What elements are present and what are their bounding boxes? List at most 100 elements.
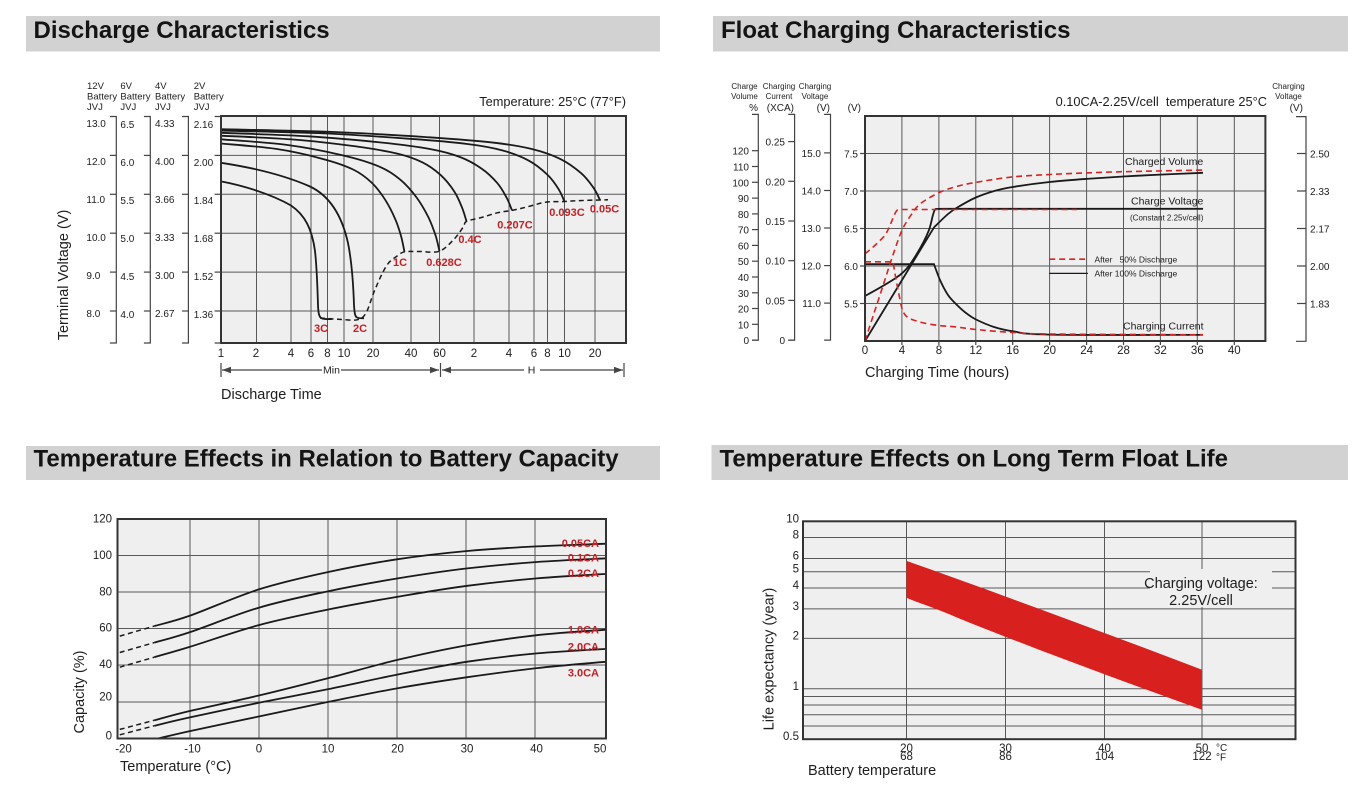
svg-text:1: 1 (218, 348, 224, 360)
svg-text:11.0: 11.0 (802, 299, 821, 310)
svg-text:16: 16 (1006, 345, 1019, 357)
svg-text:5: 5 (793, 564, 799, 576)
svg-text:Volume: Volume (731, 92, 758, 101)
svg-text:20: 20 (391, 744, 404, 756)
svg-text:Life expectancy (year): Life expectancy (year) (762, 588, 778, 731)
svg-text:20: 20 (1043, 345, 1056, 357)
svg-text:3.66: 3.66 (155, 195, 175, 206)
svg-text:Current: Current (766, 92, 793, 101)
svg-text:Temperature Effects on Long Te: Temperature Effects on Long Term Float L… (720, 446, 1229, 473)
svg-text:1.36: 1.36 (194, 310, 214, 321)
svg-text:14.0: 14.0 (802, 187, 822, 198)
svg-text:28: 28 (1117, 345, 1130, 357)
svg-text:3.0CA: 3.0CA (568, 668, 599, 680)
svg-text:7.0: 7.0 (844, 187, 858, 198)
svg-text:60: 60 (99, 623, 112, 635)
svg-text:(V): (V) (817, 103, 830, 114)
svg-text:10: 10 (338, 348, 351, 360)
svg-text:4: 4 (288, 348, 295, 360)
svg-text:30: 30 (738, 289, 750, 300)
svg-text:2.00: 2.00 (194, 158, 214, 169)
svg-text:(XCA): (XCA) (767, 103, 794, 114)
svg-text:JVJ: JVJ (120, 102, 136, 113)
svg-text:Battery: Battery (87, 92, 117, 103)
svg-text:8: 8 (793, 530, 799, 542)
svg-text:Battery temperature: Battery temperature (808, 763, 936, 779)
svg-text:1C: 1C (393, 257, 407, 269)
svg-text:2: 2 (793, 630, 799, 642)
svg-text:80: 80 (99, 587, 112, 599)
svg-text:12.0: 12.0 (86, 157, 106, 168)
svg-text:JVJ: JVJ (87, 102, 103, 113)
svg-text:0.10CA-2.25V/cell temperature: 0.10CA-2.25V/cell temperature 25°C (1056, 94, 1267, 109)
svg-text:0: 0 (106, 731, 112, 743)
svg-text:10: 10 (786, 513, 799, 525)
svg-text:40: 40 (1228, 345, 1241, 357)
svg-text:20: 20 (738, 305, 750, 316)
svg-text:2: 2 (253, 348, 259, 360)
svg-text:0.5: 0.5 (783, 731, 799, 743)
svg-text:°C: °C (1216, 743, 1227, 754)
svg-text:5.0: 5.0 (120, 234, 134, 245)
svg-text:8: 8 (324, 348, 330, 360)
svg-text:4: 4 (506, 348, 513, 360)
svg-text:6.0: 6.0 (120, 158, 134, 169)
svg-text:Min: Min (323, 365, 340, 377)
svg-text:0.25: 0.25 (766, 138, 786, 149)
svg-text:0.207C: 0.207C (497, 220, 533, 232)
svg-text:9.0: 9.0 (86, 271, 100, 282)
svg-text:40: 40 (99, 659, 112, 671)
svg-text:1.84: 1.84 (194, 196, 214, 207)
svg-text:Float Charging Characteristics: Float Charging Characteristics (721, 17, 1070, 44)
svg-text:Charging: Charging (763, 82, 795, 91)
svg-text:10: 10 (738, 320, 750, 331)
svg-text:Charging voltage:: Charging voltage: (1144, 576, 1258, 592)
svg-text:24: 24 (1080, 345, 1093, 357)
svg-text:Terminal Voltage (V): Terminal Voltage (V) (56, 210, 72, 341)
svg-text:3C: 3C (314, 323, 328, 335)
svg-text:68: 68 (900, 751, 913, 763)
svg-text:13.0: 13.0 (802, 224, 822, 235)
svg-text:60: 60 (738, 241, 750, 252)
svg-text:6.5: 6.5 (120, 120, 134, 131)
svg-text:2C: 2C (353, 323, 367, 335)
svg-text:20: 20 (99, 692, 112, 704)
svg-text:50: 50 (1196, 743, 1209, 755)
svg-text:0.4C: 0.4C (458, 234, 481, 246)
svg-text:1: 1 (793, 681, 799, 693)
svg-text:2.16: 2.16 (194, 120, 214, 131)
svg-text:°F: °F (1216, 753, 1226, 764)
svg-text:6V: 6V (120, 81, 132, 92)
svg-text:Charging: Charging (1272, 82, 1304, 91)
svg-text:50: 50 (594, 744, 607, 756)
svg-text:JVJ: JVJ (155, 102, 171, 113)
svg-text:13.0: 13.0 (86, 119, 106, 130)
svg-text:40: 40 (530, 744, 543, 756)
svg-text:30: 30 (461, 744, 474, 756)
svg-text:2: 2 (471, 348, 477, 360)
svg-text:0.10: 0.10 (766, 257, 786, 268)
svg-text:1.68: 1.68 (194, 234, 214, 245)
svg-text:122: 122 (1192, 751, 1211, 763)
svg-text:Discharge Characteristics: Discharge Characteristics (34, 17, 330, 44)
svg-text:Charging Time (hours): Charging Time (hours) (865, 365, 1009, 381)
svg-text:Charge: Charge (731, 82, 758, 91)
svg-text:15.0: 15.0 (802, 149, 822, 160)
svg-text:2.00: 2.00 (1310, 262, 1330, 273)
svg-text:3: 3 (793, 601, 799, 613)
svg-text:7.5: 7.5 (844, 150, 858, 161)
svg-text:2.50: 2.50 (1310, 150, 1330, 161)
svg-text:1.83: 1.83 (1310, 300, 1330, 311)
svg-text:11.0: 11.0 (86, 195, 105, 206)
svg-text:JVJ: JVJ (194, 102, 210, 113)
svg-text:5.5: 5.5 (844, 300, 858, 311)
svg-text:0: 0 (862, 345, 868, 357)
svg-text:10.0: 10.0 (86, 233, 106, 244)
svg-text:12: 12 (969, 345, 982, 357)
svg-text:4: 4 (793, 580, 800, 592)
svg-text:(Constant 2.25v/cell): (Constant 2.25v/cell) (1130, 214, 1204, 223)
svg-text:8.0: 8.0 (86, 309, 100, 320)
svg-text:32: 32 (1154, 345, 1167, 357)
svg-text:0: 0 (256, 744, 262, 756)
svg-text:(V): (V) (1290, 103, 1303, 114)
